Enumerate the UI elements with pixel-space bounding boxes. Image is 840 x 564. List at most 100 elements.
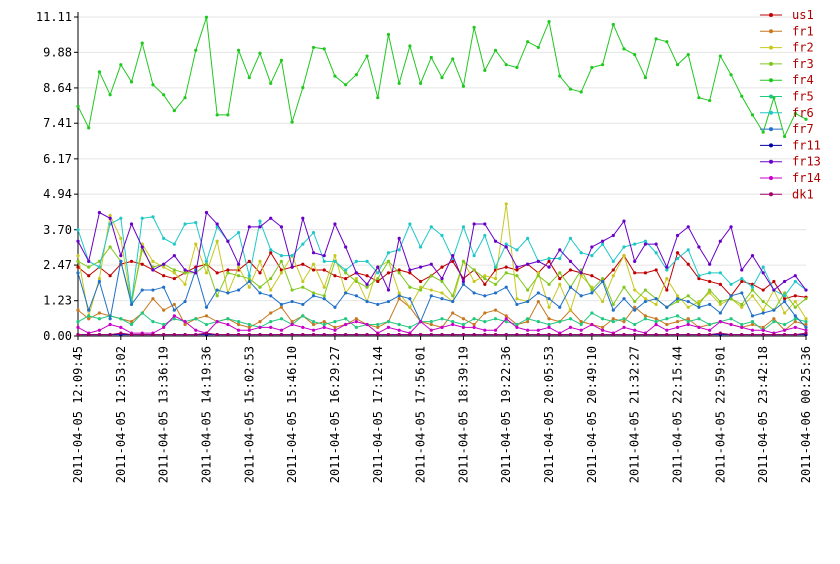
data-point bbox=[708, 291, 712, 295]
data-point bbox=[782, 332, 787, 337]
data-point bbox=[472, 279, 476, 284]
data-point bbox=[97, 311, 102, 315]
data-point bbox=[761, 308, 765, 312]
data-point bbox=[290, 265, 294, 269]
data-point bbox=[87, 308, 91, 312]
data-point bbox=[247, 332, 251, 337]
data-point bbox=[568, 259, 573, 263]
data-point bbox=[708, 271, 712, 275]
data-point bbox=[461, 84, 466, 88]
data-point bbox=[183, 322, 187, 327]
data-point bbox=[119, 216, 123, 220]
data-point bbox=[750, 320, 755, 324]
y-tick-label: 6.17 bbox=[43, 152, 72, 166]
data-point bbox=[236, 288, 241, 292]
data-point bbox=[119, 259, 123, 263]
data-point bbox=[172, 271, 176, 275]
data-point bbox=[600, 325, 605, 329]
data-point bbox=[504, 63, 508, 67]
data-point bbox=[119, 325, 123, 329]
data-point bbox=[558, 74, 562, 78]
data-point bbox=[493, 317, 498, 321]
y-tick-label: 0.00 bbox=[43, 329, 72, 343]
data-point bbox=[515, 248, 519, 252]
data-point bbox=[547, 297, 551, 301]
data-point bbox=[622, 219, 626, 223]
data-point bbox=[633, 288, 637, 292]
data-point bbox=[87, 317, 91, 321]
data-point bbox=[301, 314, 305, 318]
x-tick-label: 2011-04-05 23:42:18 bbox=[756, 346, 770, 483]
data-point bbox=[483, 282, 487, 286]
data-point bbox=[718, 320, 722, 324]
data-point bbox=[526, 262, 530, 266]
y-tick-label: 7.41 bbox=[43, 116, 72, 130]
data-point bbox=[761, 299, 765, 304]
data-point bbox=[718, 54, 722, 58]
data-point bbox=[333, 222, 337, 226]
data-point bbox=[536, 332, 540, 337]
data-point bbox=[129, 332, 134, 337]
data-point bbox=[365, 282, 369, 286]
data-point bbox=[408, 332, 412, 337]
data-point bbox=[600, 328, 605, 332]
data-point bbox=[129, 259, 134, 263]
data-point bbox=[344, 291, 348, 295]
data-point bbox=[279, 317, 284, 321]
data-point bbox=[354, 73, 358, 77]
data-point bbox=[547, 19, 551, 24]
data-point bbox=[451, 332, 455, 337]
legend-label: dk1 bbox=[792, 187, 814, 201]
data-point bbox=[708, 332, 712, 337]
data-point bbox=[76, 308, 80, 312]
data-point bbox=[804, 328, 808, 332]
x-tick-label: 2011-04-05 12:09:45 bbox=[71, 346, 85, 483]
data-point bbox=[183, 222, 187, 226]
data-point bbox=[654, 268, 658, 272]
data-point bbox=[322, 297, 326, 301]
data-point bbox=[97, 328, 102, 332]
data-point bbox=[354, 259, 358, 263]
data-point bbox=[408, 305, 412, 309]
data-point bbox=[194, 271, 198, 275]
data-point bbox=[729, 294, 733, 298]
data-point bbox=[665, 288, 669, 292]
data-point bbox=[708, 328, 712, 332]
data-point bbox=[600, 242, 605, 246]
data-point bbox=[215, 239, 219, 243]
data-point bbox=[236, 320, 241, 324]
data-point bbox=[290, 322, 294, 327]
data-point bbox=[515, 297, 519, 301]
data-point bbox=[504, 285, 508, 289]
data-point bbox=[451, 299, 455, 304]
x-tick-label: 2011-04-05 20:05:53 bbox=[542, 346, 556, 483]
data-point bbox=[226, 239, 230, 243]
data-point bbox=[440, 75, 444, 80]
data-point bbox=[204, 262, 209, 266]
data-point bbox=[418, 245, 423, 249]
data-point bbox=[515, 65, 519, 70]
data-point bbox=[686, 262, 690, 266]
data-point bbox=[172, 317, 176, 321]
data-point bbox=[397, 271, 401, 275]
data-point bbox=[622, 320, 626, 324]
data-point bbox=[515, 268, 519, 272]
data-point bbox=[515, 322, 519, 327]
data-point bbox=[750, 285, 755, 289]
data-point bbox=[97, 265, 102, 269]
data-point bbox=[247, 276, 251, 281]
data-point bbox=[782, 311, 787, 315]
legend-marker bbox=[769, 13, 773, 17]
data-point bbox=[750, 113, 755, 117]
data-point bbox=[643, 242, 648, 246]
data-point bbox=[408, 222, 412, 226]
data-point bbox=[622, 47, 626, 51]
data-point bbox=[247, 225, 251, 229]
data-point bbox=[590, 65, 594, 70]
data-point bbox=[269, 216, 273, 220]
data-point bbox=[483, 328, 487, 332]
data-point bbox=[97, 332, 102, 337]
data-point bbox=[600, 332, 605, 337]
data-point bbox=[483, 320, 487, 324]
data-point bbox=[804, 325, 808, 329]
